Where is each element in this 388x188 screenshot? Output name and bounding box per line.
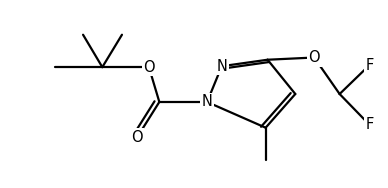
Text: O: O [143, 60, 155, 75]
Text: F: F [365, 58, 373, 73]
Text: N: N [202, 94, 213, 109]
Text: F: F [365, 117, 373, 132]
Text: O: O [131, 130, 143, 145]
Text: N: N [216, 59, 227, 74]
Text: O: O [308, 50, 320, 65]
